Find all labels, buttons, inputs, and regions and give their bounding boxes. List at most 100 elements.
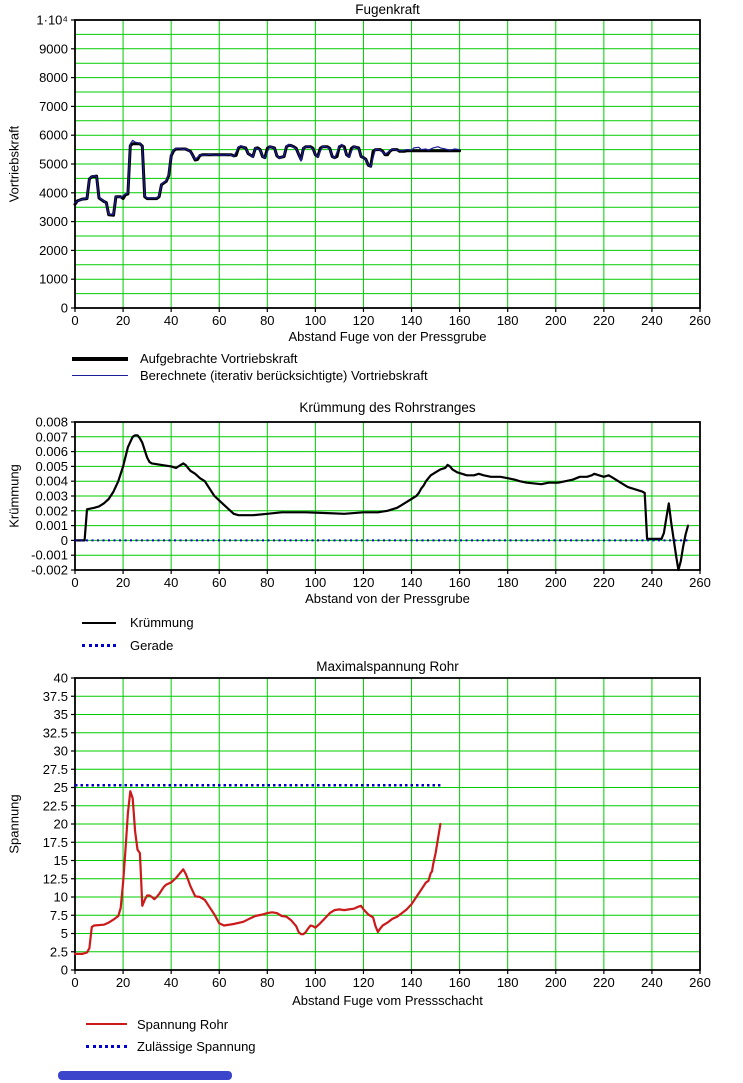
blue-dotted-line-swatch bbox=[86, 1044, 127, 1048]
svg-text:0.003: 0.003 bbox=[35, 489, 68, 504]
kruemmung-plot: 0 20 40 60 80 100 120 140 160 180 200 220 240 260 0.00… bbox=[31, 415, 711, 591]
svg-text:180: 180 bbox=[497, 975, 519, 990]
svg-text:5000: 5000 bbox=[39, 157, 68, 172]
legend-label: Aufgebrachte Vortriebskraft bbox=[140, 351, 298, 366]
legend-item-kruemmung: Krümmung bbox=[82, 611, 194, 634]
svg-text:0: 0 bbox=[61, 533, 68, 548]
svg-text:120: 120 bbox=[353, 975, 375, 990]
svg-text:220: 220 bbox=[593, 313, 615, 328]
svg-text:15: 15 bbox=[54, 853, 68, 868]
svg-text:160: 160 bbox=[449, 975, 471, 990]
svg-text:0: 0 bbox=[71, 575, 78, 590]
svg-text:2.5: 2.5 bbox=[50, 944, 68, 959]
svg-text:100: 100 bbox=[305, 975, 327, 990]
svg-text:0: 0 bbox=[71, 975, 78, 990]
thin-blue-line-swatch bbox=[72, 375, 128, 376]
svg-text:7000: 7000 bbox=[39, 99, 68, 114]
svg-text:80: 80 bbox=[260, 313, 274, 328]
chart-title-maximalspannung: Maximalspannung Rohr bbox=[316, 659, 459, 674]
svg-text:240: 240 bbox=[641, 575, 663, 590]
svg-text:0.001: 0.001 bbox=[35, 518, 68, 533]
x-axis-label-kruemmung: Abstand von der Pressgrube bbox=[305, 591, 470, 606]
svg-text:20: 20 bbox=[116, 975, 130, 990]
svg-text:40: 40 bbox=[164, 975, 178, 990]
svg-text:200: 200 bbox=[545, 575, 567, 590]
svg-text:0: 0 bbox=[71, 313, 78, 328]
svg-text:180: 180 bbox=[497, 575, 519, 590]
svg-text:17.5: 17.5 bbox=[43, 835, 68, 850]
svg-text:35: 35 bbox=[54, 707, 68, 722]
x-axis-label-fugenkraft: Abstand Fuge von der Pressgrube bbox=[288, 329, 487, 344]
legend-item-zulaessige-spannung: Zulässige Spannung bbox=[86, 1035, 256, 1057]
svg-text:60: 60 bbox=[212, 975, 226, 990]
svg-text:80: 80 bbox=[260, 575, 274, 590]
svg-text:20: 20 bbox=[116, 313, 130, 328]
svg-text:30: 30 bbox=[54, 744, 68, 759]
svg-text:5: 5 bbox=[61, 926, 68, 941]
chart-title-kruemmung: Krümmung des Rohrstranges bbox=[299, 400, 476, 415]
svg-text:140: 140 bbox=[401, 575, 423, 590]
svg-text:40: 40 bbox=[54, 671, 68, 686]
legend-label: Spannung Rohr bbox=[137, 1016, 229, 1032]
svg-text:240: 240 bbox=[641, 313, 663, 328]
svg-text:260: 260 bbox=[689, 575, 711, 590]
scrollbar-thumb[interactable] bbox=[58, 1071, 232, 1080]
fugenkraft-legend: Aufgebrachte Vortriebskraft Berechnete (… bbox=[72, 350, 428, 384]
svg-text:0.004: 0.004 bbox=[35, 474, 68, 489]
legend-item-gerade: Gerade bbox=[82, 634, 194, 657]
svg-text:2000: 2000 bbox=[39, 243, 68, 258]
svg-text:120: 120 bbox=[353, 313, 375, 328]
maximalspannung-plot: 0 20 40 60 80 100 120 140 160 180 200 220 240 2604037… bbox=[43, 671, 711, 991]
kruemmung-legend: Krümmung Gerade bbox=[82, 611, 194, 657]
legend-label: Krümmung bbox=[130, 615, 194, 630]
svg-text:200: 200 bbox=[545, 975, 567, 990]
svg-text:160: 160 bbox=[449, 313, 471, 328]
svg-text:1·10⁴: 1·10⁴ bbox=[36, 13, 68, 28]
svg-text:60: 60 bbox=[212, 575, 226, 590]
svg-text:40: 40 bbox=[164, 313, 178, 328]
svg-text:3000: 3000 bbox=[39, 214, 68, 229]
svg-text:220: 220 bbox=[593, 975, 615, 990]
svg-text:120: 120 bbox=[353, 575, 375, 590]
svg-text:40: 40 bbox=[164, 575, 178, 590]
svg-text:0: 0 bbox=[61, 301, 68, 316]
svg-text:0.006: 0.006 bbox=[35, 444, 68, 459]
svg-text:20: 20 bbox=[116, 575, 130, 590]
svg-text:260: 260 bbox=[689, 975, 711, 990]
svg-text:160: 160 bbox=[449, 575, 471, 590]
blue-dotted-line-swatch bbox=[82, 644, 116, 647]
svg-text:140: 140 bbox=[401, 313, 423, 328]
svg-text:22.5: 22.5 bbox=[43, 798, 68, 813]
svg-text:32.5: 32.5 bbox=[43, 725, 68, 740]
svg-text:0.005: 0.005 bbox=[35, 459, 68, 474]
svg-text:220: 220 bbox=[593, 575, 615, 590]
svg-text:0.007: 0.007 bbox=[35, 429, 68, 444]
red-line-swatch bbox=[86, 1023, 127, 1025]
thick-black-line-swatch bbox=[72, 356, 128, 361]
svg-text:180: 180 bbox=[497, 313, 519, 328]
svg-text:200: 200 bbox=[545, 313, 567, 328]
svg-text:37.5: 37.5 bbox=[43, 689, 68, 704]
svg-text:140: 140 bbox=[401, 975, 423, 990]
legend-label: Zulässige Spannung bbox=[137, 1038, 256, 1054]
svg-text:80: 80 bbox=[260, 975, 274, 990]
svg-text:27.5: 27.5 bbox=[43, 762, 68, 777]
svg-text:0.002: 0.002 bbox=[35, 503, 68, 518]
svg-text:0: 0 bbox=[61, 963, 68, 978]
legend-item-aufgebrachte: Aufgebrachte Vortriebskraft bbox=[72, 350, 428, 367]
svg-text:25: 25 bbox=[54, 780, 68, 795]
legend-item-spannung-rohr: Spannung Rohr bbox=[86, 1013, 256, 1035]
svg-text:10: 10 bbox=[54, 890, 68, 905]
svg-text:100: 100 bbox=[305, 313, 327, 328]
black-line-swatch bbox=[82, 621, 116, 624]
legend-item-berechnete: Berechnete (iterativ berücksichtigte) Vo… bbox=[72, 367, 428, 384]
legend-label: Berechnete (iterativ berücksichtigte) Vo… bbox=[140, 368, 428, 383]
svg-text:100: 100 bbox=[305, 575, 327, 590]
svg-text:-0.001: -0.001 bbox=[31, 548, 68, 563]
svg-text:9000: 9000 bbox=[39, 41, 68, 56]
svg-text:60: 60 bbox=[212, 313, 226, 328]
x-axis-label-maximalspannung: Abstand Fuge vom Pressschacht bbox=[292, 993, 483, 1008]
svg-text:8000: 8000 bbox=[39, 70, 68, 85]
svg-text:240: 240 bbox=[641, 975, 663, 990]
fugenkraft-plot: 0 20 40 60 80 100 120 140 160 180 200 220 240 260 1·10… bbox=[36, 13, 710, 329]
